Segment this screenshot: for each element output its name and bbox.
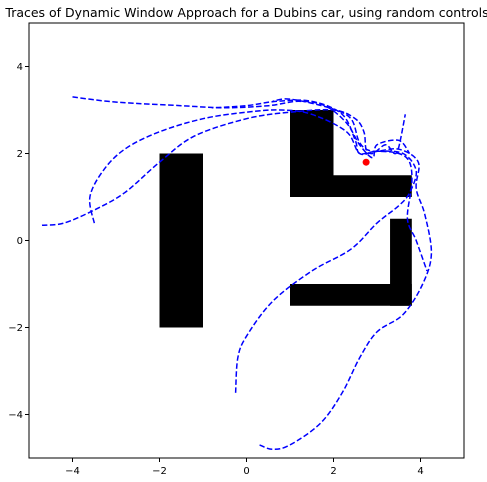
trace-5 — [259, 98, 433, 451]
y-tick-label: −4 — [8, 410, 23, 421]
obstacle-4 — [290, 284, 412, 306]
y-tick-label: 2 — [17, 149, 23, 160]
obstacle-1 — [159, 153, 203, 328]
axes-layer: −4 −2 0 2 4 −4 −2 0 2 4 — [8, 22, 465, 477]
trace-2 — [88, 109, 428, 272]
x-tick-label: −2 — [152, 466, 167, 477]
trace-3 — [41, 108, 407, 227]
x-tick-label: 4 — [417, 466, 423, 477]
y-tick-label: 4 — [17, 62, 23, 73]
traces-layer — [41, 96, 433, 451]
goal-marker — [362, 158, 370, 166]
y-tick-label: 0 — [17, 236, 23, 247]
chart-title: Traces of Dynamic Window Approach for a … — [4, 5, 487, 20]
trace-4 — [211, 99, 418, 393]
x-tick-label: 0 — [243, 466, 249, 477]
goal-layer — [362, 158, 370, 166]
x-tick-label: −4 — [65, 466, 80, 477]
y-tick-label: −2 — [8, 323, 23, 334]
x-tick-label: 2 — [330, 466, 336, 477]
obstacle-3 — [290, 175, 412, 197]
obstacles-layer — [159, 110, 412, 328]
obstacle-5 — [390, 218, 412, 306]
